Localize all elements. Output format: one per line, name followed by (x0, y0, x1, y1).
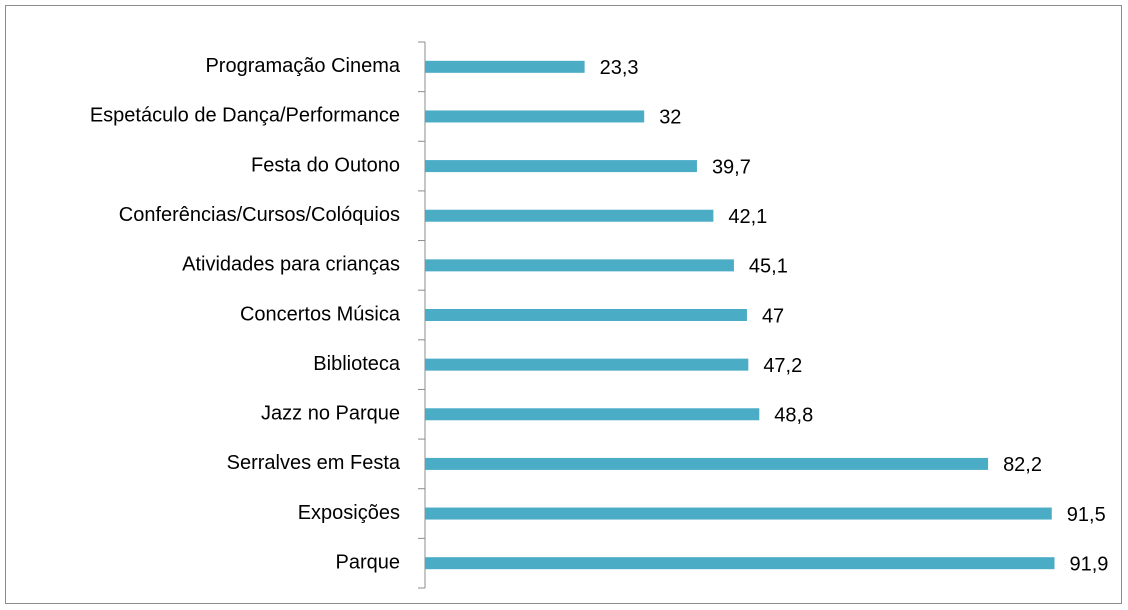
data-label: 45,1 (749, 256, 788, 278)
bar (425, 557, 1055, 570)
data-label: 23,3 (600, 57, 639, 79)
y-tick-label: Programação Cinema (205, 55, 400, 77)
bar (425, 457, 989, 470)
data-label: 91,9 (1070, 553, 1109, 575)
data-label: 48,8 (774, 405, 813, 427)
bar (425, 209, 714, 222)
y-tick-label: Concertos Música (240, 303, 401, 325)
y-tick-label: Serralves em Festa (227, 452, 401, 474)
data-label: 42,1 (728, 206, 767, 228)
data-label: 91,5 (1067, 504, 1106, 526)
chart-border (5, 5, 1122, 604)
bar (425, 160, 697, 173)
y-tick-label: Parque (336, 551, 401, 573)
bar (425, 60, 585, 73)
bar (425, 110, 645, 123)
bar (425, 507, 1052, 520)
data-label: 47,2 (763, 355, 802, 377)
bar (425, 408, 760, 421)
y-tick-label: Atividades para crianças (182, 254, 400, 276)
y-tick-label: Conferências/Cursos/Colóquios (119, 204, 400, 226)
y-tick-label: Festa do Outono (251, 154, 400, 176)
bar (425, 259, 734, 272)
data-label: 82,2 (1003, 454, 1042, 476)
data-label: 39,7 (712, 156, 751, 178)
y-tick-label: Biblioteca (313, 353, 401, 375)
data-label: 32 (659, 107, 681, 129)
y-tick-label: Exposições (298, 502, 400, 524)
y-tick-label: Espetáculo de Dança/Performance (90, 105, 400, 127)
y-tick-label: Jazz no Parque (261, 403, 400, 425)
data-label: 47 (762, 305, 784, 327)
bar (425, 358, 749, 371)
bar (425, 309, 747, 321)
